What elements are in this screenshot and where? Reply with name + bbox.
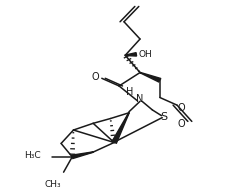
Text: O: O xyxy=(92,72,99,82)
Polygon shape xyxy=(125,53,137,56)
Text: O: O xyxy=(177,103,185,113)
Text: OH: OH xyxy=(139,50,153,59)
Text: CH₃: CH₃ xyxy=(44,180,61,189)
Polygon shape xyxy=(112,113,129,143)
Text: N: N xyxy=(136,94,144,104)
Polygon shape xyxy=(140,72,161,82)
Text: H₃C: H₃C xyxy=(24,151,41,160)
Text: S: S xyxy=(160,112,167,122)
Polygon shape xyxy=(72,152,93,158)
Text: H: H xyxy=(126,87,134,97)
Text: O: O xyxy=(177,119,185,129)
